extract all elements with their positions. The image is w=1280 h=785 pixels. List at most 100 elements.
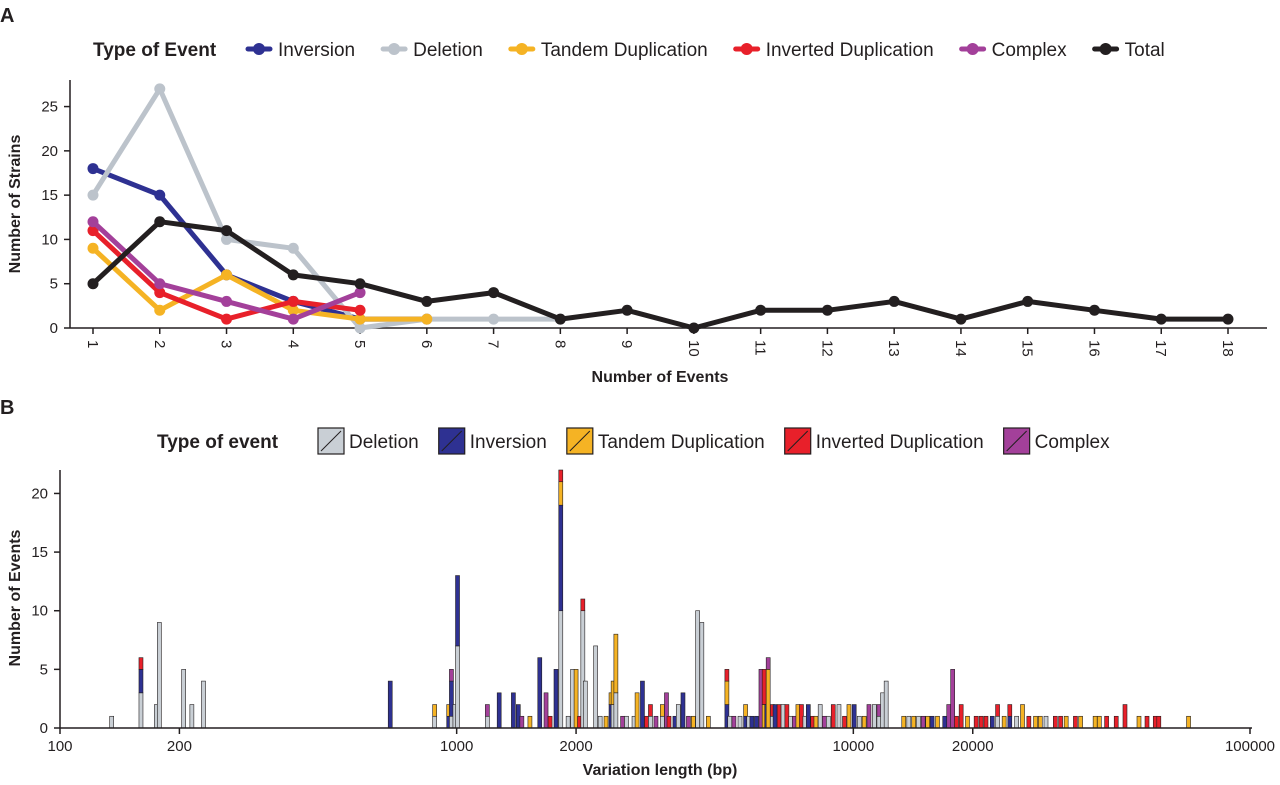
y-tick-label-a-5: 5 — [50, 276, 58, 293]
bar-segment-inversion-3720 — [680, 692, 686, 729]
legend-b-swatch-slash-deletion — [320, 430, 342, 452]
point-tandem-duplication-1 — [87, 242, 99, 254]
bar-2380 — [603, 715, 609, 729]
bar-segment-inversion-2940 — [640, 680, 645, 729]
legend-a-item-tandem-duplication: Tandem Duplication — [508, 40, 708, 61]
point-total-7 — [488, 287, 500, 299]
legend-a-label-total: Total — [1125, 40, 1165, 61]
point-inverted-duplication-3 — [221, 313, 233, 325]
bar-5550 — [749, 715, 755, 729]
bar-segment-tandem-duplication-19400 — [965, 715, 970, 729]
bar-30600 — [1043, 715, 1049, 729]
point-inverted-duplication-5 — [354, 304, 366, 316]
bar-10650 — [861, 715, 867, 729]
bar-18200 — [954, 715, 959, 729]
bar-41700 — [1097, 715, 1102, 729]
bar-segment-inversion-6350 — [772, 704, 778, 729]
legend-b-item-tandem-duplication: Tandem Duplication — [566, 427, 765, 455]
bar-segment-deletion-2680 — [624, 715, 629, 729]
point-total-14 — [955, 313, 967, 325]
bar-segment-inversion-5550 — [749, 715, 755, 729]
series-complex — [87, 216, 366, 325]
bar-178 — [157, 622, 162, 729]
bar-6350 — [772, 704, 778, 729]
bar-segment-deletion-2110 — [582, 680, 588, 729]
series-total — [87, 216, 1234, 334]
bar-segment-complex-10950 — [866, 704, 872, 729]
bar-10950 — [866, 704, 872, 729]
legend-b: Type of event Deletion Inversion Tandem Du… — [157, 427, 1110, 455]
bar-24000 — [1001, 715, 1007, 729]
legend-a-label-complex: Complex — [992, 40, 1067, 61]
bar-1005 — [455, 575, 460, 729]
x-tick-label-b-10000: 10000 — [832, 738, 874, 755]
bar-segment-complex-6100 — [765, 657, 771, 670]
bar-33300 — [1058, 715, 1063, 729]
bar-segment-tandem-duplication-2850 — [634, 692, 640, 729]
bar-43500 — [1104, 715, 1109, 729]
bar-24800 — [1007, 704, 1013, 729]
bar-segment-inversion-10050 — [851, 704, 857, 729]
legend-b-item-deletion: Deletion — [317, 427, 419, 455]
bar-10050 — [851, 704, 857, 729]
bar-segment-inversion-1620 — [537, 657, 543, 729]
bar-6800 — [784, 704, 790, 729]
panel-b-letter: B — [0, 397, 14, 419]
bar-segment-deletion-4050 — [695, 610, 700, 729]
bar-segment-tandem-duplication-24000 — [1001, 715, 1007, 729]
bar-18700 — [958, 704, 964, 729]
bar-segment-tandem-duplication-880 — [432, 704, 437, 717]
y-axis-title-b: Number of Events — [7, 529, 24, 666]
y-tick-label-a-10: 10 — [41, 231, 58, 248]
x-tick-label-a-18: 18 — [1219, 340, 1236, 357]
bar-segment-inverted-duplication-6500 — [776, 704, 782, 729]
point-total-13 — [888, 295, 900, 307]
bar-segment-inverted-duplication-48400 — [1122, 704, 1128, 729]
bar-segment-inverted-duplication-24800 — [1007, 704, 1013, 717]
x-ticks-b: 100 200 1000 2000 10000 20000 100000 — [47, 728, 1275, 755]
point-total-4 — [287, 269, 299, 281]
point-deletion-4 — [287, 242, 299, 254]
x-tick-label-a-12: 12 — [818, 340, 835, 357]
point-inversion-1 — [87, 163, 99, 175]
panel-b: B Type of event Deletion Inversion Tandem … — [0, 397, 1275, 779]
bar-segment-inversion-160 — [138, 669, 144, 694]
bar-segment-deletion-4150 — [699, 622, 705, 729]
bar-14600 — [916, 715, 921, 729]
point-tandem-duplication-2 — [154, 304, 166, 316]
bar-segment-tandem-duplication-8050 — [813, 715, 819, 729]
bar-segment-inverted-duplication-46000 — [1113, 715, 1119, 729]
bar-13800 — [906, 715, 912, 729]
legend-a: Type of Event Inversion Deletion Tandem Du… — [93, 40, 1165, 61]
bar-segment-inversion-17000 — [942, 715, 948, 729]
bar-segment-tandem-duplication-15400 — [925, 715, 931, 729]
bar-segment-inverted-duplication-3430 — [666, 715, 672, 729]
bar-19400 — [965, 715, 970, 729]
bar-5180 — [737, 715, 743, 729]
bar-segment-deletion-8650 — [826, 715, 831, 729]
bar-segment-deletion-1195 — [485, 715, 490, 729]
bar-1460 — [519, 715, 525, 729]
bar-40700 — [1092, 715, 1098, 729]
point-total-6 — [421, 295, 433, 307]
bar-segment-inverted-duplication-43500 — [1104, 715, 1109, 729]
bar-segment-deletion-880 — [432, 715, 437, 729]
point-total-16 — [1088, 304, 1100, 316]
bar-segment-tandem-duplication-13400 — [901, 715, 907, 729]
point-total-12 — [821, 304, 833, 316]
bar-segment-inverted-duplication-20400 — [973, 715, 979, 729]
bar-20400 — [973, 715, 979, 729]
bar-segment-inversion-22400 — [989, 715, 995, 729]
x-tick-label-a-4: 4 — [284, 340, 301, 348]
x-tick-label-a-13: 13 — [885, 340, 902, 357]
bar-segment-deletion-1005 — [455, 645, 460, 729]
bar-2240 — [593, 645, 598, 729]
bar-1720 — [547, 715, 553, 729]
bar-27700 — [1026, 715, 1032, 729]
bar-2300 — [597, 715, 603, 729]
series-a — [87, 83, 1234, 334]
bar-4150 — [699, 622, 705, 729]
bar-segment-deletion-2240 — [593, 645, 598, 729]
bar-segment-inverted-duplication-32300 — [1053, 715, 1058, 729]
